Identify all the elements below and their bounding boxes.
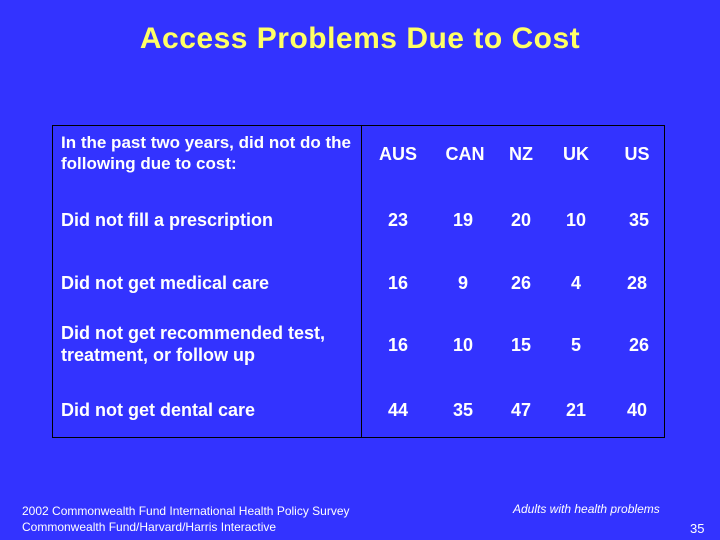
row-label-prescription: Did not fill a prescription — [61, 210, 274, 230]
page-number: 35 — [690, 521, 705, 536]
table-cell: 5 — [570, 335, 581, 355]
table-cell: 35 — [628, 210, 650, 230]
table-cell: 23 — [387, 210, 409, 230]
table-cell: 26 — [510, 273, 532, 293]
table-cell: 15 — [510, 335, 532, 355]
page-title: Access Problems Due to Cost — [139, 22, 581, 55]
population-note: Adults with health problems — [513, 502, 660, 516]
table-question: In the past two years, did not do the fo… — [61, 133, 351, 173]
row-label-medical-care: Did not get medical care — [61, 273, 270, 293]
column-header-nz: NZ — [509, 144, 533, 164]
table-cell: 44 — [387, 400, 409, 420]
source-line-2: Commonwealth Fund/Harvard/Harris Interac… — [22, 520, 277, 534]
table-cell: 35 — [452, 400, 474, 420]
table-cell: 28 — [626, 273, 648, 293]
row-label-recommended-test: Did not get recommended test, treatment,… — [61, 323, 326, 365]
column-divider — [361, 126, 362, 437]
column-header-uk: UK — [563, 144, 589, 164]
table-cell: 10 — [452, 335, 474, 355]
column-header-can: CAN — [445, 144, 485, 164]
survey-table: In the past two years, did not do the fo… — [52, 125, 665, 438]
table-cell: 20 — [510, 210, 532, 230]
table-cell: 47 — [510, 400, 532, 420]
column-header-us: US — [624, 144, 650, 164]
table-cell: 4 — [570, 273, 581, 293]
table-cell: 10 — [565, 210, 587, 230]
table-cell: 40 — [626, 400, 648, 420]
source-footer: 2002 Commonwealth Fund International Hea… — [22, 503, 350, 535]
table-cell: 19 — [452, 210, 474, 230]
table-cell: 16 — [387, 335, 409, 355]
table-cell: 9 — [457, 273, 468, 293]
table-cell: 16 — [387, 273, 409, 293]
source-line-1: 2002 Commonwealth Fund International Hea… — [22, 504, 350, 518]
table-cell: 26 — [628, 335, 650, 355]
column-header-aus: AUS — [378, 144, 417, 164]
row-label-dental-care: Did not get dental care — [61, 400, 256, 420]
table-cell: 21 — [565, 400, 587, 420]
